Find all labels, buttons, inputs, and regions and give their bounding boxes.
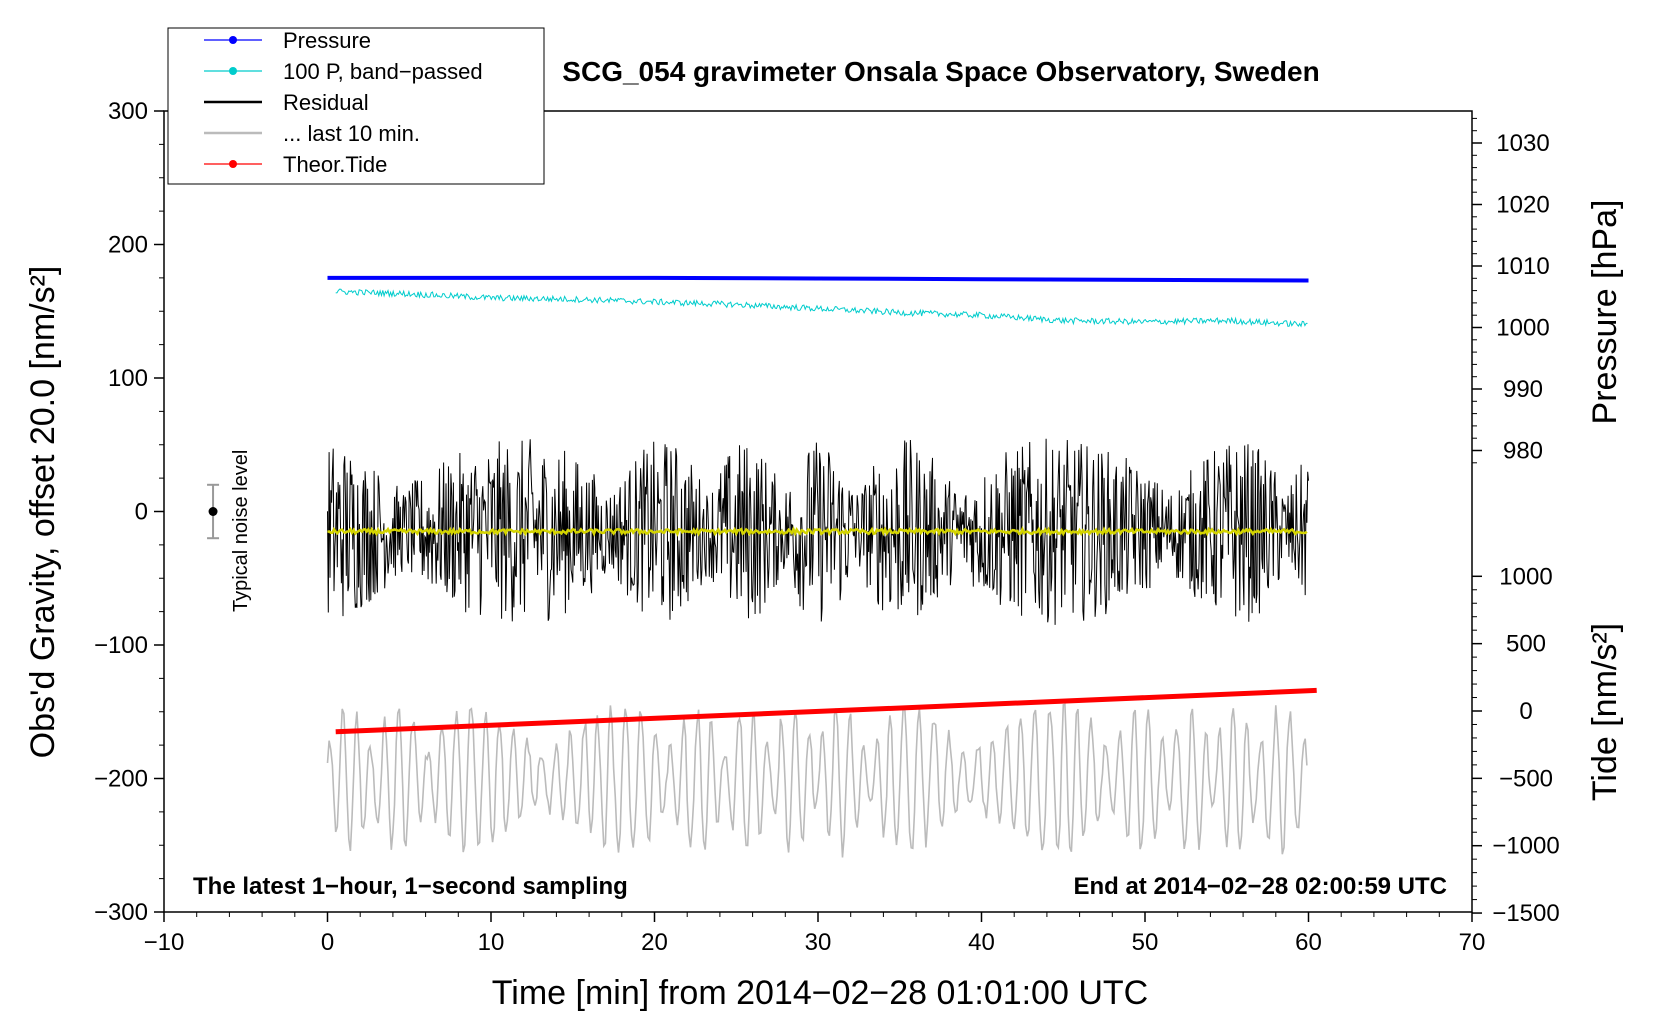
legend-box bbox=[167, 27, 545, 185]
legend-marker bbox=[229, 67, 237, 75]
pressure-tick-label: 1020 bbox=[1496, 192, 1549, 219]
pressure-axis-title: Pressure [hPa] bbox=[1586, 200, 1624, 425]
series-last-10-min bbox=[326, 703, 1308, 858]
series-layer bbox=[326, 275, 1317, 858]
left-tick-label: −200 bbox=[94, 766, 148, 793]
series-theoretical-tide bbox=[335, 687, 1317, 735]
legend-marker bbox=[229, 36, 237, 44]
x-tick-label: 10 bbox=[478, 929, 505, 956]
legend-label: Pressure bbox=[283, 28, 371, 53]
pressure-axis-ticks: 1030 1020 1010 1000 990 980 bbox=[1472, 117, 1550, 465]
pressure-tick-label: 980 bbox=[1503, 438, 1543, 465]
left-tick-label: 300 bbox=[108, 98, 148, 125]
tide-tick-label: 500 bbox=[1506, 631, 1546, 658]
pressure-tick-label: 1000 bbox=[1496, 315, 1549, 342]
x-axis-title: Time [min] from 2014−02−28 01:01:00 UTC bbox=[492, 974, 1148, 1012]
x-tick-label: 20 bbox=[641, 929, 668, 956]
series-pressure bbox=[327, 275, 1309, 283]
left-tick-label: −300 bbox=[94, 899, 148, 926]
chart-title: SCG_054 gravimeter Onsala Space Observat… bbox=[562, 56, 1319, 87]
legend-marker bbox=[229, 160, 237, 168]
tide-tick-label: −500 bbox=[1499, 765, 1553, 792]
x-axis-ticks: −10 0 10 20 30 40 50 60 70 bbox=[144, 912, 1486, 956]
x-tick-label: 70 bbox=[1459, 929, 1486, 956]
x-tick-label: 30 bbox=[805, 929, 832, 956]
tide-tick-label: −1000 bbox=[1492, 833, 1559, 860]
series-residual-smoothed bbox=[327, 526, 1308, 537]
left-tick-label: 200 bbox=[108, 232, 148, 259]
x-tick-label: 50 bbox=[1132, 929, 1159, 956]
noise-level-label: Typical noise level bbox=[230, 450, 252, 612]
noise-level-dot bbox=[208, 507, 218, 516]
noise-level-indicator: Typical noise level bbox=[207, 450, 252, 612]
series-residual bbox=[327, 438, 1309, 625]
left-axis-title: Obs'd Gravity, offset 20.0 [nm/s²] bbox=[24, 266, 62, 759]
legend-label: 100 P, band−passed bbox=[283, 59, 483, 84]
tide-tick-label: 0 bbox=[1519, 698, 1532, 725]
tide-axis-title: Tide [nm/s²] bbox=[1586, 623, 1624, 801]
left-axis-ticks: 300 200 100 0 −100 −200 −300 bbox=[94, 98, 164, 926]
pressure-tick-label: 1010 bbox=[1496, 253, 1549, 280]
pressure-tick-label: 990 bbox=[1503, 376, 1543, 403]
legend: Pressure 100 P, band−passed Residual ... la… bbox=[167, 27, 545, 185]
tide-axis-ticks: 1000 500 0 −500 −1000 −1500 bbox=[1472, 563, 1560, 927]
annotation-end-time: End at 2014−02−28 02:00:59 UTC bbox=[1073, 873, 1447, 900]
pressure-tick-label: 1030 bbox=[1496, 130, 1549, 157]
legend-label: Theor.Tide bbox=[283, 152, 387, 177]
x-tick-label: 40 bbox=[968, 929, 995, 956]
tide-tick-label: −1500 bbox=[1492, 900, 1559, 927]
series-band-passed-pressure bbox=[335, 288, 1308, 328]
x-tick-label: 60 bbox=[1295, 929, 1322, 956]
left-tick-label: 100 bbox=[108, 365, 148, 392]
left-tick-label: −100 bbox=[94, 632, 148, 659]
x-tick-label: 0 bbox=[321, 929, 334, 956]
legend-label: Residual bbox=[283, 90, 369, 115]
left-tick-label: 0 bbox=[135, 499, 148, 526]
legend-label: ... last 10 min. bbox=[283, 121, 420, 146]
annotation-sampling: The latest 1−hour, 1−second sampling bbox=[193, 873, 628, 900]
x-tick-label: −10 bbox=[144, 929, 185, 956]
tide-tick-label: 1000 bbox=[1499, 563, 1552, 590]
